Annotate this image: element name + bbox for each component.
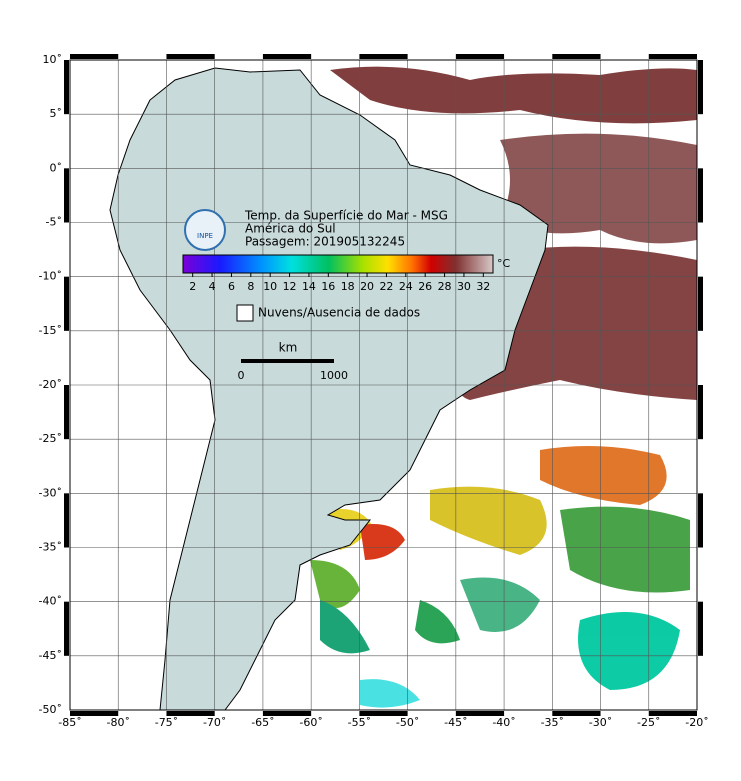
logo-text: INPE	[197, 232, 213, 240]
colorbar-tick-label: 28	[438, 280, 452, 293]
lon-label: -85˚	[58, 716, 81, 729]
frame-segment	[64, 168, 69, 223]
lon-label: -65˚	[251, 716, 274, 729]
lon-label: -45˚	[444, 716, 467, 729]
frame-segment	[262, 711, 312, 716]
frame-segment	[552, 54, 601, 59]
title: Temp. da Superfície do Mar - MSG	[244, 209, 448, 223]
colorbar-unit: °C	[497, 257, 511, 270]
region: América do Sul	[245, 222, 336, 236]
frame-segment	[698, 493, 703, 548]
colorbar-ticks: 2 4 6 8 10 12 14 16 18 20 22 24 26 28 30 32	[189, 273, 490, 293]
lat-label: -50˚	[39, 703, 62, 716]
colorbar-tick-label: 2	[189, 280, 196, 293]
frame-segment	[166, 711, 215, 716]
lat-label: -40˚	[39, 595, 62, 608]
colorbar-tick-label: 18	[341, 280, 355, 293]
frame-segment	[262, 54, 312, 59]
scale-bar	[241, 359, 334, 363]
frame-segment	[698, 601, 703, 656]
colorbar-tick-label: 16	[321, 280, 335, 293]
frame-segment	[359, 711, 408, 716]
colorbar	[182, 254, 494, 274]
lon-label: -80˚	[106, 716, 129, 729]
lat-label: -15˚	[39, 324, 62, 337]
frame-segment	[698, 385, 703, 440]
lat-label: 5˚	[50, 107, 63, 120]
scale-label: 1000	[320, 369, 348, 382]
lon-label: -60˚	[299, 716, 322, 729]
lon-label: -55˚	[348, 716, 371, 729]
frame-segment	[698, 60, 703, 115]
lat-label: -25˚	[39, 432, 62, 445]
lat-label: -20˚	[39, 378, 62, 391]
lon-label: -75˚	[155, 716, 178, 729]
lon-label: -20˚	[685, 716, 708, 729]
lat-label: -5˚	[46, 216, 62, 229]
lon-label: -70˚	[203, 716, 226, 729]
no-data-swatch	[236, 304, 254, 322]
frame-segment	[70, 711, 119, 716]
lat-label: -30˚	[39, 486, 62, 499]
colorbar-tick-label: 26	[418, 280, 432, 293]
map-frame	[64, 54, 703, 716]
frame-segment	[552, 711, 601, 716]
lat-label: 0˚	[50, 161, 63, 174]
frame-segment	[455, 54, 505, 59]
frame-segment	[64, 601, 69, 656]
lat-label: -10˚	[39, 270, 62, 283]
lon-label: -35˚	[541, 716, 564, 729]
colorbar-tick-label: 12	[283, 280, 297, 293]
lon-label: -50˚	[396, 716, 419, 729]
lat-label: -45˚	[39, 649, 62, 662]
frame-segment	[698, 276, 703, 331]
frame-segment	[455, 711, 505, 716]
frame-segment	[166, 54, 215, 59]
colorbar-tick-label: 4	[209, 280, 216, 293]
colorbar-tick-label: 20	[360, 280, 374, 293]
lon-label: -25˚	[637, 716, 660, 729]
frame-segment	[648, 54, 697, 59]
scale-unit: km	[279, 341, 298, 355]
colorbar-tick-label: 30	[457, 280, 471, 293]
colorbar-tick-label: 14	[302, 280, 316, 293]
frame-segment	[64, 493, 69, 548]
lat-label: -35˚	[39, 541, 62, 554]
frame-border	[69, 59, 698, 711]
frame-segment	[70, 54, 119, 59]
lat-label: 10˚	[43, 53, 63, 66]
no-data-label: Nuvens/Ausencia de dados	[258, 306, 420, 320]
lon-label: -30˚	[589, 716, 612, 729]
sst-field	[310, 66, 697, 708]
frame-segment	[648, 711, 697, 716]
colorbar-tick-label: 22	[379, 280, 393, 293]
frame-segment	[64, 60, 69, 115]
colorbar-tick-label: 10	[263, 280, 277, 293]
colorbar-tick-label: 32	[476, 280, 490, 293]
frame-segment	[359, 54, 408, 59]
scale-label: 0	[238, 369, 245, 382]
pass-time: Passagem: 201905132245	[245, 235, 405, 249]
frame-segment	[64, 276, 69, 331]
logo	[184, 209, 226, 251]
axis-labels: -85˚ -80˚ -75˚ -70˚ -65˚ -60˚ -55˚ -50˚ -45˚ -40˚…	[39, 53, 709, 729]
frame-segment	[698, 168, 703, 223]
colorbar-tick-label: 24	[399, 280, 413, 293]
colorbar-tick-label: 6	[228, 280, 235, 293]
lon-label: -40˚	[492, 716, 515, 729]
colorbar-tick-label: 8	[247, 280, 254, 293]
frame-segment	[64, 385, 69, 440]
